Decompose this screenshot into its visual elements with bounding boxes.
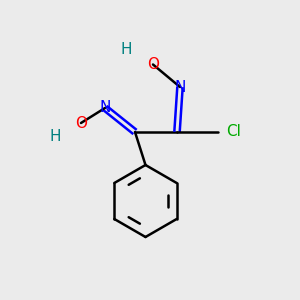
Text: O: O xyxy=(75,116,87,130)
Text: Cl: Cl xyxy=(226,124,242,140)
Text: H: H xyxy=(120,42,132,57)
Text: N: N xyxy=(174,80,186,94)
Text: N: N xyxy=(99,100,111,116)
Text: H: H xyxy=(50,129,61,144)
Text: O: O xyxy=(147,57,159,72)
